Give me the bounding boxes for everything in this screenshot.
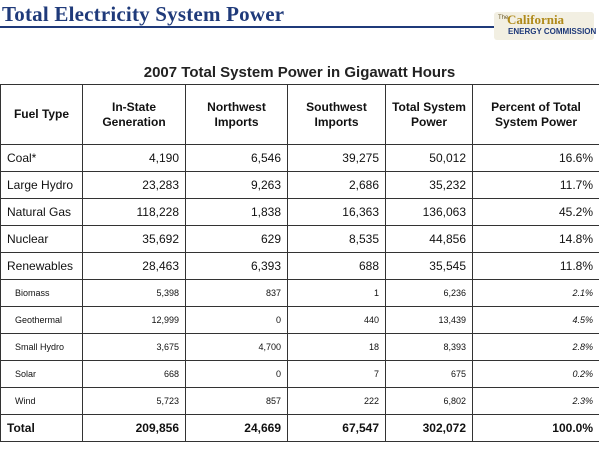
table-cell: 857 (185, 387, 288, 415)
row-label: Coal* (0, 144, 83, 172)
logo-name: California (507, 12, 565, 27)
table-row: Total 209,856 24,669 67,547 302,072 100.0% (0, 414, 599, 442)
table-cell: 13,439 (385, 306, 473, 334)
column-header: Northwest Imports (185, 84, 288, 145)
table-cell: 629 (185, 225, 288, 253)
table-cell: 222 (287, 387, 386, 415)
table-cell: 118,228 (82, 198, 186, 226)
table-cell: 9,263 (185, 171, 288, 199)
table-row: Natural Gas 118,228 1,838 16,363 136,063 45.2… (0, 198, 599, 226)
table-row: Nuclear 35,692 629 8,535 44,856 14.8% (0, 225, 599, 253)
table-cell: 0 (185, 306, 288, 334)
table-cell: 302,072 (385, 414, 473, 442)
header-row: Fuel Type In-State Generation Northwest Im… (0, 84, 599, 145)
row-label: Large Hydro (0, 171, 83, 199)
table-cell: 688 (287, 252, 386, 280)
table-cell: 2.8% (472, 333, 599, 361)
table-row: Geothermal 12,999 0 440 13,439 4.5% (0, 306, 599, 334)
table-row: Large Hydro 23,283 9,263 2,686 35,232 11.7% (0, 171, 599, 199)
row-label: Renewables (0, 252, 83, 280)
table-cell: 18 (287, 333, 386, 361)
row-label: Total (0, 414, 83, 442)
table-cell: 5,723 (82, 387, 186, 415)
column-header: Percent of Total System Power (472, 84, 599, 145)
table-cell: 5,398 (82, 279, 186, 307)
table-cell: 14.8% (472, 225, 599, 253)
table-cell: 11.7% (472, 171, 599, 199)
page-title: Total Electricity System Power (2, 2, 285, 26)
table-cell: 35,692 (82, 225, 186, 253)
table-cell: 45.2% (472, 198, 599, 226)
table-cell: 23,283 (82, 171, 186, 199)
table-cell: 2.1% (472, 279, 599, 307)
table-cell: 8,393 (385, 333, 473, 361)
table-cell: 8,535 (287, 225, 386, 253)
table-cell: 837 (185, 279, 288, 307)
table-cell: 2.3% (472, 387, 599, 415)
row-label: Natural Gas (0, 198, 83, 226)
table-cell: 35,545 (385, 252, 473, 280)
table-cell: 16.6% (472, 144, 599, 172)
table-cell: 4.5% (472, 306, 599, 334)
row-label: Small Hydro (0, 333, 83, 361)
row-label: Solar (0, 360, 83, 388)
column-header: Total System Power (385, 84, 473, 145)
header-rule (0, 26, 495, 28)
table-title: 2007 Total System Power in Gigawatt Hour… (143, 64, 456, 81)
table-cell: 7 (287, 360, 386, 388)
logo-prefix: The (498, 15, 509, 21)
table-cell: 6,546 (185, 144, 288, 172)
table-cell: 24,669 (185, 414, 288, 442)
table-row: Coal* 4,190 6,546 39,275 50,012 16.6% (0, 144, 599, 172)
table-cell: 2,686 (287, 171, 386, 199)
table-cell: 0.2% (472, 360, 599, 388)
table-cell: 67,547 (287, 414, 386, 442)
table-cell: 12,999 (82, 306, 186, 334)
table-cell: 1,838 (185, 198, 288, 226)
column-header: Fuel Type (0, 84, 83, 145)
table-cell: 6,393 (185, 252, 288, 280)
data-table: Fuel Type In-State Generation Northwest Im… (0, 84, 599, 442)
table-cell: 668 (82, 360, 186, 388)
table-cell: 0 (185, 360, 288, 388)
table-cell: 136,063 (385, 198, 473, 226)
table-cell: 16,363 (287, 198, 386, 226)
row-label: Geothermal (0, 306, 83, 334)
table-cell: 6,802 (385, 387, 473, 415)
table-cell: 4,190 (82, 144, 186, 172)
column-header: In-State Generation (82, 84, 186, 145)
table-cell: 28,463 (82, 252, 186, 280)
table-cell: 39,275 (287, 144, 386, 172)
table-cell: 209,856 (82, 414, 186, 442)
table-cell: 50,012 (385, 144, 473, 172)
table-cell: 6,236 (385, 279, 473, 307)
table-cell: 100.0% (472, 414, 599, 442)
table-cell: 4,700 (185, 333, 288, 361)
row-label: Biomass (0, 279, 83, 307)
table-row: Renewables 28,463 6,393 688 35,545 11.8% (0, 252, 599, 280)
row-label: Nuclear (0, 225, 83, 253)
column-header: Southwest Imports (287, 84, 386, 145)
logo: The California ENERGY COMMISSION (494, 12, 597, 40)
table-row: Biomass 5,398 837 1 6,236 2.1% (0, 279, 599, 307)
table-cell: 1 (287, 279, 386, 307)
table-cell: 675 (385, 360, 473, 388)
table-row: Small Hydro 3,675 4,700 18 8,393 2.8% (0, 333, 599, 361)
table-cell: 44,856 (385, 225, 473, 253)
table-cell: 11.8% (472, 252, 599, 280)
logo-subtitle: ENERGY COMMISSION (508, 27, 597, 36)
table-row: Solar 668 0 7 675 0.2% (0, 360, 599, 388)
row-label: Wind (0, 387, 83, 415)
table-cell: 440 (287, 306, 386, 334)
table-cell: 35,232 (385, 171, 473, 199)
table-cell: 3,675 (82, 333, 186, 361)
table-row: Wind 5,723 857 222 6,802 2.3% (0, 387, 599, 415)
